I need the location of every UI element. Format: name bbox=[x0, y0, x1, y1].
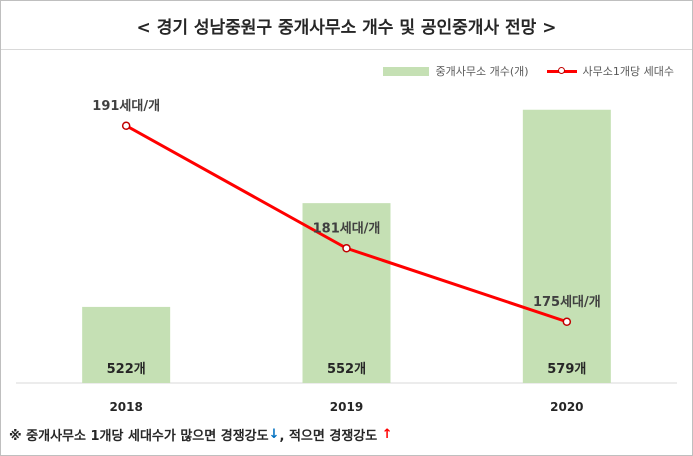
legend-bar-label: 중개사무소 개수(개) bbox=[435, 65, 529, 78]
title-divider bbox=[1, 49, 692, 50]
footnote-text-middle: , 적으면 경쟁강도 bbox=[279, 429, 382, 444]
line-point-2020 bbox=[562, 317, 572, 326]
legend-entry-line: 사무소1개당 세대수 bbox=[546, 63, 674, 79]
legend-bar-swatch bbox=[383, 66, 430, 76]
line-label-2019: 181세대/개 bbox=[313, 221, 381, 236]
x-tick-label-2020: 2020 bbox=[550, 400, 583, 414]
x-tick-label-2019: 2019 bbox=[330, 400, 363, 414]
legend-line-label: 사무소1개당 세대수 bbox=[582, 65, 674, 78]
chart-title: < 경기 성남중원구 중개사무소 개수 및 공인중개사 전망 > bbox=[136, 17, 557, 38]
footnote-text: ※ 중개사무소 1개당 세대수가 많으면 경쟁강도 bbox=[9, 429, 269, 444]
bar-label-2019: 552개 bbox=[327, 362, 366, 377]
line-point-2018 bbox=[121, 121, 131, 130]
bar-label-2020: 579개 bbox=[547, 362, 586, 377]
chart-legend: 중개사무소 개수(개) 사무소1개당 세대수 bbox=[383, 63, 674, 79]
bar-2018 bbox=[82, 306, 171, 383]
x-tick-label-2018: 2018 bbox=[109, 400, 142, 414]
line-label-2018: 191세대/개 bbox=[92, 99, 160, 114]
up-arrow-icon: ↑ bbox=[381, 427, 393, 442]
legend-line-swatch bbox=[546, 66, 577, 76]
line-point-2019 bbox=[342, 244, 351, 253]
legend-entry-bars: 중개사무소 개수(개) bbox=[383, 63, 529, 79]
footnote: ※ 중개사무소 1개당 세대수가 많으면 경쟁강도 ↓ , 적으면 경쟁강도 ↑ bbox=[9, 425, 393, 444]
down-arrow-icon: ↓ bbox=[268, 427, 280, 442]
bar-2020 bbox=[522, 109, 611, 384]
bar-label-2018: 522개 bbox=[107, 362, 146, 377]
line-label-2020: 175세대/개 bbox=[533, 295, 601, 310]
